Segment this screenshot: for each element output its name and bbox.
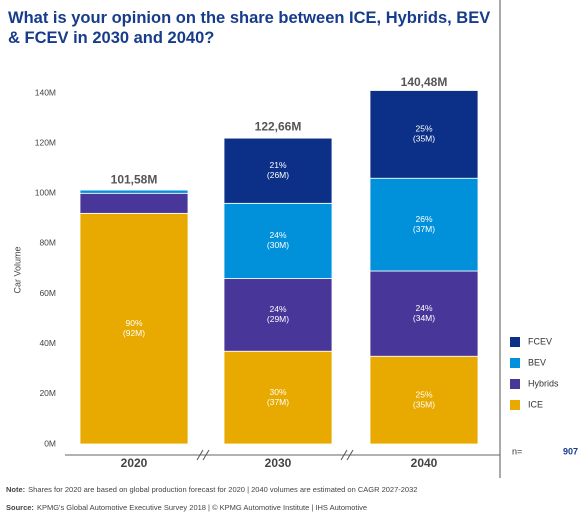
source: Source: KPMG's Global Automotive Executiv… [6, 503, 367, 512]
y-tick-label: 20M [39, 388, 56, 398]
bar-segment [79, 192, 189, 214]
source-text: KPMG's Global Automotive Executive Surve… [37, 503, 367, 512]
x-tick-label: 2020 [121, 456, 148, 470]
y-axis-label: Car Volume [12, 246, 22, 293]
value-label: (37M) [413, 224, 435, 234]
legend-swatch [510, 400, 520, 410]
n-label: n= [512, 446, 522, 456]
y-tick-label: 140M [35, 87, 56, 97]
note: Note: Shares for 2020 are based on global… [6, 485, 417, 494]
share-label: 90% [125, 318, 142, 328]
share-label: 24% [415, 303, 432, 313]
x-tick-label: 2030 [265, 456, 292, 470]
bar-segment [79, 212, 189, 445]
bar-segment [223, 202, 333, 279]
source-label: Source: [6, 503, 34, 512]
y-tick-label: 100M [35, 188, 56, 198]
share-label: 24% [269, 304, 286, 314]
value-label: (30M) [267, 240, 289, 250]
total-label: 101,58M [111, 172, 158, 186]
value-label: (26M) [267, 170, 289, 180]
value-label: (35M) [413, 134, 435, 144]
bar-segment [79, 188, 189, 191]
value-label: (34M) [413, 313, 435, 323]
chart-title: What is your opinion on the share betwee… [8, 9, 491, 47]
note-text: Shares for 2020 are based on global prod… [28, 485, 417, 494]
y-tick-label: 0M [44, 438, 56, 448]
value-label: (92M) [123, 328, 145, 338]
value-label: (35M) [413, 399, 435, 409]
share-label: 25% [415, 389, 432, 399]
bar-segment [79, 189, 189, 194]
share-label: 25% [415, 124, 432, 134]
legend-label: FCEV [528, 336, 552, 346]
value-label: (29M) [267, 314, 289, 324]
bar-segment [223, 137, 333, 204]
y-tick-label: 60M [39, 288, 56, 298]
share-label: 21% [269, 160, 286, 170]
legend-swatch [510, 358, 520, 368]
bar-segment [369, 270, 479, 357]
y-tick-label: 120M [35, 137, 56, 147]
share-label: 24% [269, 230, 286, 240]
y-tick-label: 40M [39, 338, 56, 348]
legend-swatch [510, 379, 520, 389]
bar-segment [223, 350, 333, 445]
legend-label: ICE [528, 399, 543, 409]
n-value: 907 [563, 446, 578, 456]
axis-break [196, 449, 354, 461]
legend-swatch [510, 337, 520, 347]
legend-label: BEV [528, 357, 546, 367]
total-label: 140,48M [401, 75, 448, 89]
share-label: 26% [415, 214, 432, 224]
bar-segment [223, 278, 333, 352]
total-label: 122,66M [255, 120, 302, 134]
y-tick-label: 80M [39, 238, 56, 248]
x-tick-label: 2040 [411, 456, 438, 470]
legend-label: Hybrids [528, 378, 559, 388]
bar-segment [369, 177, 479, 272]
bar-segment [369, 355, 479, 445]
value-label: (37M) [267, 397, 289, 407]
share-label: 30% [269, 387, 286, 397]
bar-segment [369, 90, 479, 179]
note-label: Note: [6, 485, 25, 494]
